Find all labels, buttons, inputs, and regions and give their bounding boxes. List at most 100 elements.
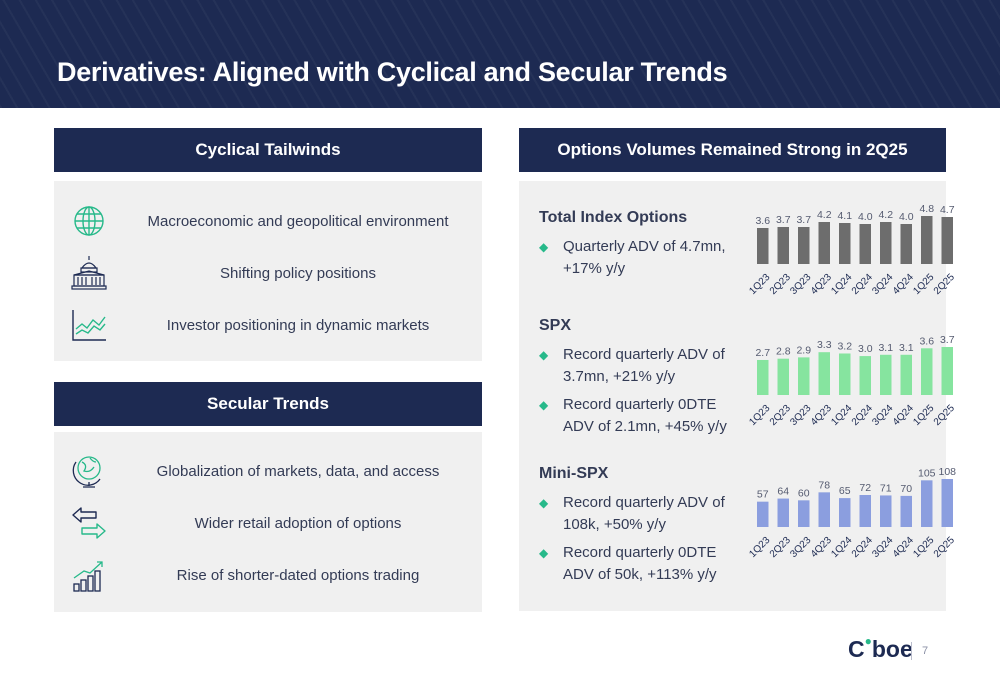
x-tick-label: 4Q23 <box>809 272 834 297</box>
item-label: Wider retail adoption of options <box>194 514 402 532</box>
data-label: 3.1 <box>899 342 914 354</box>
spx-chart: 2.7 1Q23 2.8 2Q23 2.9 3Q23 3.3 4Q23 3.2 1Q24 3.0 2Q… <box>747 334 957 428</box>
bar-4Q23 <box>818 352 830 395</box>
x-tick-label: 1Q23 <box>747 535 772 560</box>
x-tick-label: 4Q23 <box>809 535 834 560</box>
x-tick-label: 4Q24 <box>891 403 916 428</box>
bullet-text: Record quarterly 0DTE ADV of 50k, +113% … <box>563 544 717 583</box>
x-tick-label: 3Q23 <box>788 403 813 428</box>
growth-bars-icon <box>73 561 103 592</box>
list-item: Wider retail adoption of options <box>54 501 482 545</box>
data-label: 70 <box>900 483 912 495</box>
footer-divider <box>911 642 912 660</box>
bar-2Q23 <box>777 227 789 264</box>
diamond-bullet-icon: ◆ <box>539 348 549 362</box>
bullet-text: Quarterly ADV of 4.7mn, +17% y/y <box>563 238 726 277</box>
bullet-item: ◆ Record quarterly 0DTE ADV of 2.1mn, +4… <box>539 394 729 438</box>
data-label: 3.1 <box>878 342 893 354</box>
x-tick-label: 2Q23 <box>768 403 793 428</box>
data-label: 2.9 <box>796 344 811 356</box>
diamond-bullet-icon: ◆ <box>539 398 549 412</box>
bar-4Q24 <box>900 495 912 527</box>
data-label: 3.0 <box>858 343 873 355</box>
x-tick-label: 4Q24 <box>891 535 916 560</box>
bar-3Q24 <box>880 222 892 264</box>
cyclical-header: Cyclical Tailwinds <box>54 128 482 172</box>
data-label: 4.1 <box>837 210 852 222</box>
bar-3Q23 <box>798 500 810 527</box>
bullet-item: ◆ Record quarterly 0DTE ADV of 50k, +113… <box>539 542 729 586</box>
x-tick-label: 3Q23 <box>788 272 813 297</box>
x-tick-label: 2Q25 <box>932 403 957 428</box>
bar-3Q23 <box>798 357 810 395</box>
bar-1Q25 <box>921 480 933 527</box>
page-number: 7 <box>922 645 929 657</box>
data-label: 105 <box>918 467 936 479</box>
line-chart-icon <box>72 310 106 341</box>
x-tick-label: 1Q23 <box>747 403 772 428</box>
secular-header: Secular Trends <box>54 382 482 426</box>
bar-1Q23 <box>757 501 769 527</box>
x-tick-label: 3Q24 <box>870 403 895 428</box>
x-tick-label: 4Q24 <box>891 272 916 297</box>
banner-pattern <box>0 0 1000 108</box>
x-tick-label: 1Q25 <box>911 403 936 428</box>
bar-1Q23 <box>757 359 769 395</box>
bar-4Q23 <box>818 222 830 264</box>
capitol-building-icon <box>71 256 107 290</box>
data-label: 3.2 <box>837 340 852 352</box>
bar-1Q24 <box>839 223 851 264</box>
bar-1Q25 <box>921 348 933 395</box>
data-label: 2.8 <box>776 346 791 358</box>
bar-3Q24 <box>880 495 892 527</box>
bar-2Q23 <box>777 498 789 527</box>
data-label: 4.0 <box>899 211 914 223</box>
globe-icon <box>74 206 104 236</box>
x-tick-label: 2Q24 <box>850 535 875 560</box>
bullet-text: Record quarterly ADV of 3.7mn, +21% y/y <box>563 346 725 385</box>
exchange-arrows-icon <box>72 507 106 539</box>
bar-3Q23 <box>798 227 810 264</box>
data-label: 3.6 <box>919 335 934 347</box>
x-tick-label: 1Q23 <box>747 272 772 297</box>
x-tick-label: 2Q23 <box>768 272 793 297</box>
data-label: 3.7 <box>776 214 791 226</box>
volumes-header: Options Volumes Remained Strong in 2Q25 <box>519 128 946 172</box>
diamond-bullet-icon: ◆ <box>539 240 549 254</box>
section-title: SPX <box>539 317 572 334</box>
item-label: Globalization of markets, data, and acce… <box>156 462 440 480</box>
x-tick-label: 2Q23 <box>768 535 793 560</box>
bar-1Q23 <box>757 228 769 264</box>
bar-4Q24 <box>900 354 912 395</box>
data-label: 57 <box>757 489 769 501</box>
data-label: 3.7 <box>940 334 955 346</box>
total-index-options-chart: 3.6 1Q23 3.7 2Q23 3.7 3Q23 4.2 4Q23 4.1 1Q24 4.0 2Q… <box>747 203 957 297</box>
bullet-text: Record quarterly ADV of 108k, +50% y/y <box>563 494 725 533</box>
data-label: 4.0 <box>858 211 873 223</box>
data-label: 3.3 <box>817 339 832 351</box>
bar-1Q24 <box>839 498 851 527</box>
bar-1Q25 <box>921 216 933 264</box>
list-item: Macroeconomic and geopolitical environme… <box>54 199 482 243</box>
x-tick-label: 2Q24 <box>850 403 875 428</box>
bullet-item: ◆ Record quarterly ADV of 108k, +50% y/y <box>539 492 729 536</box>
data-label: 64 <box>777 486 789 498</box>
cboe-logo: C●boe <box>848 634 913 662</box>
list-item: Shifting policy positions <box>54 251 482 295</box>
x-tick-label: 3Q24 <box>870 272 895 297</box>
data-label: 72 <box>859 482 871 494</box>
item-label: Investor positioning in dynamic markets <box>166 316 430 334</box>
section-title: Mini-SPX <box>539 465 609 482</box>
x-tick-label: 1Q24 <box>829 535 854 560</box>
x-tick-label: 2Q25 <box>932 272 957 297</box>
bullet-text: Record quarterly 0DTE ADV of 2.1mn, +45%… <box>563 396 727 435</box>
bar-2Q24 <box>859 356 871 395</box>
x-tick-label: 1Q24 <box>829 403 854 428</box>
bar-2Q25 <box>941 347 953 395</box>
x-tick-label: 1Q25 <box>911 272 936 297</box>
bullet-item: ◆ Record quarterly ADV of 3.7mn, +21% y/… <box>539 344 729 388</box>
data-label: 4.2 <box>878 209 893 221</box>
secular-panel: Globalization of markets, data, and acce… <box>54 432 482 612</box>
x-tick-label: 1Q25 <box>911 535 936 560</box>
x-tick-label: 3Q23 <box>788 535 813 560</box>
